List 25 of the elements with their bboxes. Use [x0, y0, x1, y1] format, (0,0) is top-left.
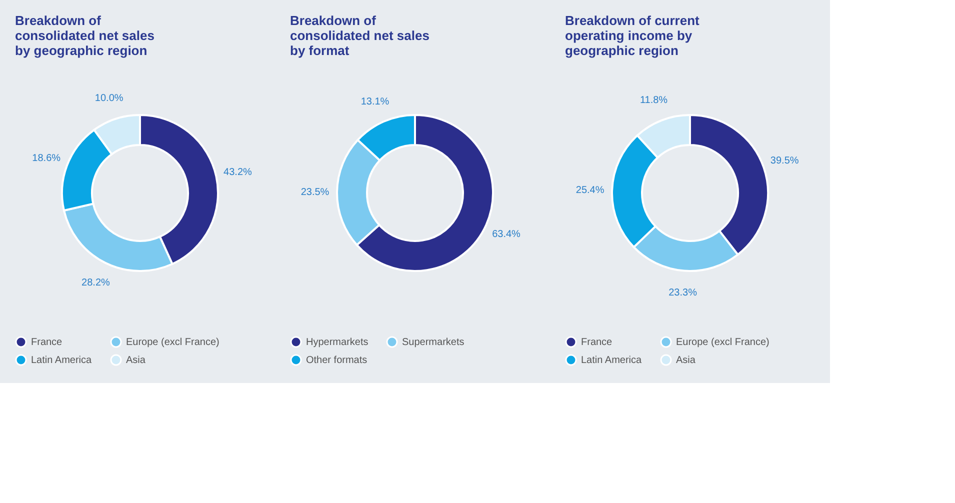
legend-label: Europe (excl France) [126, 337, 220, 348]
data-label: 18.6% [32, 152, 61, 164]
data-label: 13.1% [360, 96, 390, 108]
data-label: 23.3% [668, 288, 698, 299]
data-label: 11.8% [640, 94, 668, 106]
data-label: 39.5% [770, 156, 799, 167]
legend-label: France [31, 337, 63, 348]
chart-title: Breakdown of consolidated net sales by geographic region [15, 13, 154, 58]
legend-label: Latin America [581, 355, 642, 366]
data-label: 63.4% [492, 228, 521, 240]
legend-label: Europe (excl France) [676, 337, 770, 348]
legend-label: Other formats [306, 355, 368, 366]
data-label: 10.0% [94, 92, 124, 104]
legend-label: Latin America [31, 355, 92, 366]
legend-label: Asia [676, 355, 696, 366]
legend-label: France [581, 337, 613, 348]
chart-title: Breakdown of consolidated net sales by format [290, 13, 430, 58]
data-label: 28.2% [82, 278, 110, 289]
data-label: 23.5% [300, 187, 330, 198]
data-label: 25.4% [576, 184, 604, 196]
data-label: 43.2% [224, 166, 252, 178]
legend-label: Supermarkets [402, 337, 464, 348]
legend-label: Hypermarkets [306, 337, 368, 348]
chart-title: Breakdown of current operating income by geographic region [565, 13, 700, 58]
legend-label: Asia [126, 355, 146, 366]
